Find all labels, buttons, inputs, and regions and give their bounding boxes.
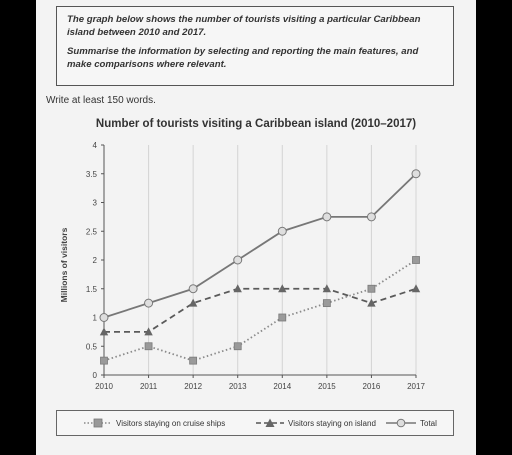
data-point-cruise	[322, 299, 331, 308]
data-point-cruise	[278, 313, 287, 322]
y-axis-label: Millions of visitors	[59, 227, 69, 302]
data-point-island	[188, 298, 198, 307]
legend-label-total: Total	[420, 418, 437, 428]
data-point-total	[277, 226, 287, 236]
y-tick-label: 1.5	[86, 285, 98, 294]
data-point-island	[411, 284, 421, 293]
x-tick-label: 2010	[95, 382, 113, 391]
data-point-cruise	[189, 356, 198, 365]
y-tick-label: 0.5	[86, 342, 98, 351]
x-tick-label: 2015	[318, 382, 336, 391]
y-tick-label: 4	[93, 141, 98, 150]
x-tick-label: 2013	[229, 382, 247, 391]
legend-item-cruise: Visitors staying on cruise ships	[83, 418, 225, 428]
data-point-total	[411, 169, 421, 179]
y-tick-label: 2	[93, 256, 98, 265]
legend-label-island: Visitors staying on island	[288, 418, 376, 428]
data-point-total	[233, 255, 243, 265]
legend-triangle-marker-icon	[256, 418, 284, 427]
x-tick-label: 2012	[184, 382, 202, 391]
task-description: The graph below shows the number of tour…	[67, 14, 421, 38]
legend-label-cruise: Visitors staying on cruise ships	[116, 418, 226, 428]
y-tick-label: 0	[93, 371, 98, 380]
task-instructions: Summarise the information by selecting a…	[67, 46, 419, 70]
data-point-total	[188, 284, 198, 294]
data-point-cruise	[100, 356, 108, 365]
x-tick-label: 2016	[363, 382, 381, 391]
legend-square-marker-icon	[84, 418, 112, 428]
y-tick-label: 1	[93, 314, 98, 323]
y-tick-label: 2.5	[86, 227, 98, 236]
data-point-island	[367, 298, 376, 307]
series-line-island	[104, 287, 417, 333]
y-tick-label: 3	[93, 199, 98, 208]
data-point-island	[278, 284, 287, 293]
data-point-cruise	[412, 256, 420, 264]
data-point-cruise	[367, 284, 376, 293]
worksheet-page: The graph below shows the number of tour…	[36, 0, 476, 455]
x-tick-label: 2014	[273, 382, 291, 391]
x-tick-label: 2017	[407, 382, 425, 391]
word-count-instruction: Write at least 150 words.	[46, 95, 156, 106]
data-point-island	[233, 284, 242, 293]
x-tick-label: 2011	[140, 382, 158, 391]
chart-legend: Visitors staying on cruise ships Visitor…	[56, 410, 454, 436]
legend-circle-marker-icon	[386, 418, 416, 428]
line-chart: 0 0.5 1 1.5 2 2.5 3 3.5 4 2010 2011 2012 2013 2014 201…	[59, 141, 425, 391]
data-point-total	[366, 212, 376, 222]
data-point-total	[322, 212, 332, 222]
chart-title: Number of tourists visiting a Caribbean …	[95, 118, 417, 130]
data-point-total	[99, 313, 109, 322]
data-point-island	[322, 284, 332, 293]
data-point-total	[144, 298, 154, 308]
series-line-total	[103, 173, 417, 319]
data-point-cruise	[144, 342, 153, 351]
data-point-island	[99, 327, 109, 336]
legend-item-island: Visitors staying on island	[255, 418, 376, 428]
y-tick-label: 3.5	[86, 170, 98, 179]
data-point-cruise	[233, 342, 242, 351]
data-point-island	[144, 327, 153, 336]
legend-item-total: Total	[385, 418, 437, 428]
task-prompt-box: The graph below shows the number of tour…	[56, 6, 454, 86]
